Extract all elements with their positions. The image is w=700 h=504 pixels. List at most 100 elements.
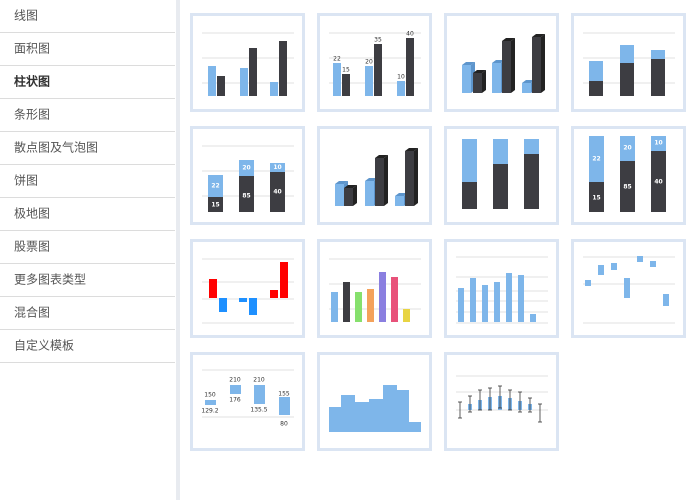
thumb-bar (397, 81, 405, 96)
chart-thumbnail[interactable] (190, 239, 305, 338)
menu-item-label: 散点图及气泡图 (14, 140, 98, 155)
thumb-bar (589, 61, 603, 81)
thumb-bar (270, 172, 285, 212)
menu-item-bg (0, 297, 175, 330)
thumb-bar (651, 136, 666, 151)
menu-item-bg (0, 198, 175, 231)
sidebar-divider (176, 0, 180, 500)
thumb-bar-top (502, 38, 515, 41)
thumb-label: 150 (204, 392, 216, 399)
thumb-bar-side (414, 148, 418, 206)
thumb-bar (219, 298, 227, 312)
thumb-label: 15 (342, 67, 350, 74)
thumb-bar-top (462, 62, 475, 65)
thumb-label: 15 (592, 195, 600, 202)
thumb-label: 210 (253, 377, 265, 384)
thumb-bar (405, 151, 414, 206)
thumb-bar (611, 263, 617, 270)
thumb-label: 155 (278, 391, 290, 398)
chart-thumbnail[interactable] (444, 13, 559, 112)
thumb-bar-top (522, 80, 535, 83)
thumb-bar (240, 68, 248, 96)
menu-item[interactable]: 条形图 (0, 99, 175, 132)
menu-item[interactable]: 极地图 (0, 198, 175, 231)
thumb-label: 22 (592, 156, 600, 163)
thumb-bar (620, 63, 634, 96)
thumb-bar (506, 273, 512, 322)
thumb-label: 22 (333, 56, 341, 63)
thumb-bar (663, 294, 669, 306)
chart-thumbnail[interactable] (444, 352, 559, 451)
thumb-bar-top (532, 34, 545, 37)
thumb-bar (624, 278, 630, 298)
thumb-label: 35 (374, 37, 382, 44)
thumbnail-frame (317, 239, 432, 338)
thumb-bar-side (511, 38, 515, 93)
menu-item[interactable]: 混合图 (0, 297, 175, 330)
thumb-bar (205, 400, 216, 405)
thumb-bar (589, 136, 604, 182)
thumb-bar (482, 285, 488, 322)
thumb-label: 80 (280, 421, 288, 428)
chart-thumbnail[interactable] (571, 13, 686, 112)
chart-thumbnail[interactable] (444, 126, 559, 225)
thumb-bar (651, 151, 666, 212)
chart-thumbnail[interactable] (190, 13, 305, 112)
menu-item-bg (0, 231, 175, 264)
thumb-bar (391, 277, 398, 322)
thumb-bar (462, 65, 471, 93)
thumb-bar (493, 164, 508, 209)
menu-item[interactable]: 线图 (0, 0, 175, 33)
thumb-bar (209, 279, 217, 298)
thumb-label: 22 (211, 183, 219, 190)
thumb-bar (650, 261, 656, 267)
menu-item[interactable]: 股票图 (0, 231, 175, 264)
menu-item-label: 更多图表类型 (14, 273, 86, 287)
chart-thumbnail[interactable] (317, 352, 432, 451)
menu-item[interactable]: 自定义模板 (0, 330, 175, 363)
chart-thumbnail[interactable] (571, 239, 686, 338)
thumb-label: 20 (623, 145, 631, 152)
thumb-bar (208, 175, 223, 197)
thumb-bar (598, 265, 604, 275)
thumb-bar (280, 262, 288, 298)
thumb-bar (651, 50, 665, 59)
chart-thumbnail[interactable] (317, 126, 432, 225)
menu-item-label: 条形图 (14, 108, 50, 122)
thumb-bar (239, 176, 254, 212)
thumb-bar (524, 154, 539, 209)
thumb-label: 40 (273, 189, 281, 196)
thumb-label: 10 (273, 164, 281, 171)
thumb-bar (270, 290, 278, 298)
thumb-bar (522, 83, 531, 93)
thumb-label: 40 (654, 179, 662, 186)
thumb-bar (620, 161, 635, 212)
menu-item[interactable]: 饼图 (0, 165, 175, 198)
thumb-bar-top (375, 155, 388, 158)
chart-thumbnail[interactable]: 150 129.2 210 176 210 135.5 155 80 (190, 352, 305, 451)
menu-item-bg (0, 330, 175, 363)
thumb-label: 210 (229, 377, 241, 384)
thumb-bar (249, 48, 257, 96)
chart-thumbnail[interactable]: 22 15 20 85 10 40 (190, 126, 305, 225)
menu-item[interactable]: 柱状图 (0, 66, 175, 99)
chart-thumbnail[interactable] (317, 239, 432, 338)
menu-item[interactable]: 面积图 (0, 33, 175, 66)
menu-item[interactable]: 更多图表类型 (0, 264, 175, 297)
thumb-bar-top (344, 185, 357, 188)
menu-item-label: 柱状图 (14, 74, 50, 89)
menu-item[interactable]: 散点图及气泡图 (0, 132, 175, 165)
thumb-bar (395, 196, 404, 206)
thumb-bar (270, 163, 285, 172)
menu-item-bg (0, 33, 175, 66)
chart-thumbnail[interactable] (444, 239, 559, 338)
thumb-bar (365, 66, 373, 96)
thumb-bar (473, 73, 482, 93)
thumb-bar (651, 59, 665, 96)
chart-thumbnail[interactable]: 22 15 20 85 10 40 (571, 126, 686, 225)
thumb-label: 15 (211, 202, 219, 209)
thumb-bar (458, 288, 464, 322)
thumb-bar (620, 45, 634, 63)
menu-item-bg (0, 66, 175, 99)
